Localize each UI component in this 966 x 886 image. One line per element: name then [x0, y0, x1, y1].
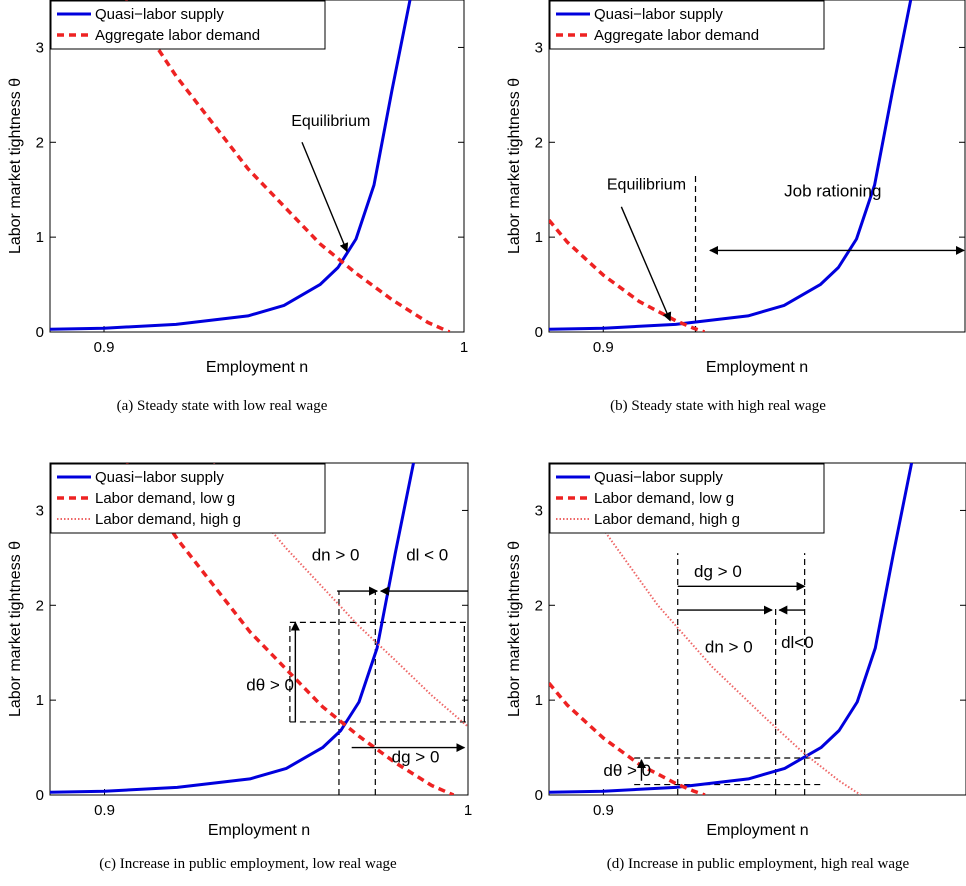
annotation-arrow — [620, 206, 672, 322]
legend-label: Quasi−labor supply — [594, 6, 723, 23]
plot-area — [50, 0, 451, 332]
y-axis-label: Labor market tightness θ — [506, 78, 523, 254]
panel-caption: (d) Increase in public employment, high … — [607, 856, 910, 872]
panel-caption: (a) Steady state with low real wage — [117, 398, 328, 414]
axes-box — [49, 0, 465, 333]
y-tick-label: 0 — [535, 787, 543, 804]
series-line-3 — [212, 463, 468, 728]
x-tick-label: 0.9 — [593, 802, 614, 819]
legend-box — [50, 463, 326, 534]
panel-b: 0 1 2 3 0.9 Employment n Labor market tightnes… — [506, 0, 966, 414]
annotation-label: dg > 0 — [694, 562, 742, 581]
y-axis-label: Labor market tightness θ — [506, 541, 523, 717]
x-tick-label: 0.9 — [593, 339, 614, 356]
annotation-label: dn > 0 — [312, 546, 360, 565]
panel-a: 0 1 2 3 0.9 1 Employment n Labor market tightne… — [7, 0, 468, 414]
y-tick-label: 2 — [36, 134, 44, 151]
plot-area — [50, 463, 468, 795]
legend-label: Aggregate labor demand — [95, 27, 260, 44]
annotation-label: dθ > 0 — [603, 761, 651, 780]
series-line-2 — [124, 463, 455, 795]
axes-box — [548, 0, 966, 333]
axes-box — [548, 462, 966, 796]
y-tick-label: 1 — [535, 692, 543, 709]
y-tick-label: 2 — [535, 134, 543, 151]
annotation-label: dθ > 0 — [246, 676, 294, 695]
legend: Quasi−labor supply Aggregate labor demand — [549, 0, 825, 50]
x-tick-label: 0.9 — [94, 339, 115, 356]
legend-label: Labor demand, high g — [594, 511, 740, 528]
annotation-label: Equilibrium — [291, 113, 370, 130]
panel-caption: (b) Steady state with high real wage — [610, 398, 826, 414]
series-line-1 — [549, 463, 914, 794]
series-line-1 — [50, 463, 415, 794]
y-axis-label: Labor market tightness θ — [7, 78, 24, 254]
axes-box — [49, 462, 469, 796]
y-tick-label: 1 — [36, 692, 44, 709]
y-tick-label: 2 — [36, 597, 44, 614]
panel-d: 0 1 2 3 0.9 Employment n Labor market tightnes… — [506, 462, 966, 872]
legend-label: Quasi−labor supply — [95, 469, 224, 486]
y-tick-label: 3 — [535, 39, 543, 56]
legend-label: Labor demand, high g — [95, 511, 241, 528]
annotation-label: dg > 0 — [392, 748, 440, 767]
y-tick-label: 1 — [36, 229, 44, 246]
series-line-1 — [50, 0, 412, 331]
y-tick-label: 2 — [535, 597, 543, 614]
annotation-label: Job rationing — [784, 181, 881, 200]
y-tick-label: 1 — [535, 229, 543, 246]
x-axis-label: Employment n — [706, 359, 808, 376]
x-axis-label: Employment n — [706, 822, 808, 839]
x-tick-label: 0.9 — [94, 802, 115, 819]
legend-box — [549, 463, 825, 534]
annotation-label: Equilibrium — [607, 177, 686, 194]
y-tick-label: 0 — [36, 324, 44, 341]
y-tick-label: 0 — [535, 324, 543, 341]
y-axis-label: Labor market tightness θ — [7, 541, 24, 717]
legend-label: Quasi−labor supply — [594, 469, 723, 486]
x-axis-label: Employment n — [208, 822, 310, 839]
series-line-2 — [549, 218, 706, 332]
y-tick-label: 3 — [535, 502, 543, 519]
plot-area — [549, 0, 965, 332]
x-axis-label: Employment n — [206, 359, 308, 376]
x-tick-label: 1 — [460, 339, 468, 356]
legend-label: Labor demand, low g — [594, 490, 734, 507]
legend: Quasi−labor supply Labor demand, low g Lab… — [50, 463, 326, 534]
legend: Quasi−labor supply Aggregate labor demand — [50, 0, 326, 50]
series-line-1 — [549, 0, 913, 331]
plot-area — [549, 463, 914, 795]
y-tick-label: 0 — [36, 787, 44, 804]
legend: Quasi−labor supply Labor demand, low g Lab… — [549, 463, 825, 534]
annotation-arrow — [301, 142, 349, 253]
legend-box — [549, 0, 825, 50]
y-tick-label: 3 — [36, 502, 44, 519]
panel-c: 0 1 2 3 0.9 1 Employment n Labor market tightne… — [7, 462, 472, 872]
panel-caption: (c) Increase in public employment, low r… — [99, 856, 397, 872]
annotation-label: dn > 0 — [705, 638, 753, 657]
series-line-2 — [124, 0, 451, 332]
y-tick-label: 3 — [36, 39, 44, 56]
annotation-label: dl < 0 — [406, 546, 448, 565]
legend-label: Quasi−labor supply — [95, 6, 224, 23]
annotation-label: dl<0 — [781, 633, 814, 652]
x-tick-label: 1 — [464, 802, 472, 819]
legend-box — [50, 0, 326, 50]
legend-label: Aggregate labor demand — [594, 27, 759, 44]
legend-label: Labor demand, low g — [95, 490, 235, 507]
